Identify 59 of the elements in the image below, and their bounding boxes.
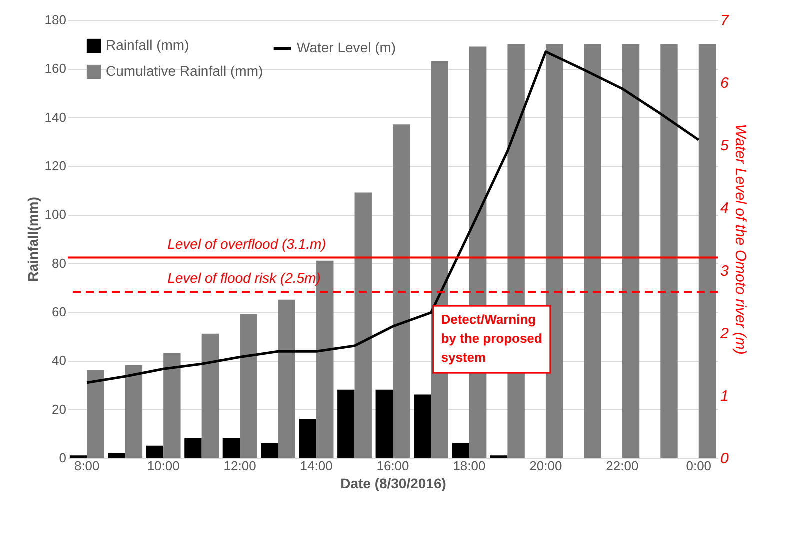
legend-label: Water Level (m) — [297, 40, 396, 56]
bar — [222, 438, 240, 458]
bar — [376, 390, 393, 458]
y-tick-label: 0 — [59, 450, 66, 466]
x-axis-title: Date (8/30/2016) — [340, 476, 446, 492]
annotation: Detect/Warning by the proposed system — [441, 312, 542, 366]
bar — [146, 446, 164, 458]
y-tick-label: 120 — [44, 158, 66, 174]
x-tick-label: 18:00 — [453, 458, 486, 474]
y-tick-label: 80 — [52, 256, 66, 271]
bar — [108, 453, 126, 458]
y2-tick-label: 0 — [720, 450, 730, 468]
y2-tick-label: 4 — [720, 200, 729, 218]
bar — [202, 334, 220, 458]
legend-label: Rainfall (mm) — [106, 37, 190, 53]
y-tick-label: 160 — [44, 61, 66, 76]
bar — [261, 443, 278, 458]
y-tick-label: 100 — [44, 207, 66, 222]
x-tick-label: 12:00 — [224, 458, 256, 474]
x-tick-label: 10:00 — [147, 458, 180, 474]
x-tick-label: 0:00 — [686, 458, 712, 474]
y2-tick-label: 6 — [720, 75, 730, 92]
y2-tick-label: 3 — [720, 262, 730, 280]
bar — [546, 44, 564, 458]
bar — [278, 300, 296, 458]
legend-label: Cumulative Rainfall (mm) — [106, 63, 264, 79]
y-tick-label: 40 — [52, 353, 66, 368]
bar — [299, 419, 317, 458]
bar — [338, 390, 355, 458]
bar — [698, 44, 716, 458]
bar — [660, 44, 678, 458]
y-tick-label: 60 — [52, 304, 66, 320]
y2-tick-label: 7 — [720, 12, 730, 30]
y2-tick-label: 5 — [720, 138, 730, 155]
y2-tick-label: 1 — [720, 388, 729, 405]
x-tick-label: 22:00 — [606, 458, 639, 474]
bar — [393, 124, 410, 458]
y-tick-label: 180 — [44, 12, 66, 28]
x-tick-label: 16:00 — [376, 458, 410, 474]
y2-tick-label: 2 — [720, 325, 730, 342]
bar — [184, 438, 202, 458]
bar — [164, 353, 181, 458]
x-tick-label: 20:00 — [530, 458, 562, 474]
bar — [125, 366, 143, 458]
bar — [240, 314, 258, 458]
ref-line-label: Level of flood risk (2.5m) — [168, 270, 321, 286]
y-axis-title: Rainfall(mm) — [24, 197, 41, 282]
bar — [622, 44, 640, 458]
x-tick-label: 14:00 — [300, 458, 333, 474]
bar — [354, 192, 372, 458]
y-tick-label: 140 — [44, 110, 66, 125]
x-tick-label: 8:00 — [74, 458, 100, 474]
bar — [452, 443, 470, 458]
bar — [584, 44, 602, 458]
bar — [414, 394, 432, 458]
bar — [87, 370, 104, 458]
ref-line-label: Level of overflood (3.1.m) — [168, 236, 326, 252]
y2-axis-title: Water Level of the Omoto river (m) — [732, 124, 749, 355]
y-tick-label: 20 — [52, 402, 66, 417]
